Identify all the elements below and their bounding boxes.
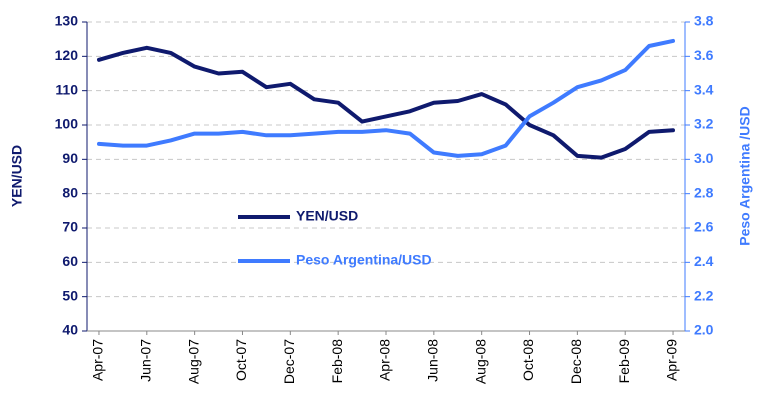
y2-axis-title: Peso Argentina /USD bbox=[737, 106, 753, 246]
x-tick-label: Aug-08 bbox=[472, 339, 488, 384]
legend-label: Peso Argentina/USD bbox=[296, 252, 432, 268]
y2-tick-label: 3.4 bbox=[694, 81, 714, 97]
x-tick-label: Apr-09 bbox=[664, 339, 680, 381]
x-tick-label: Jun-08 bbox=[425, 339, 441, 382]
line-series bbox=[97, 38, 675, 158]
y2-tick-label: 3.2 bbox=[694, 116, 714, 132]
x-tick-label: Apr-07 bbox=[90, 339, 106, 381]
y2-tick-label: 3.0 bbox=[694, 150, 714, 166]
y-tick-label: 60 bbox=[62, 253, 78, 269]
y-tick-label: 50 bbox=[62, 287, 78, 303]
x-tick-label: Dec-07 bbox=[281, 339, 297, 384]
y2-tick-label: 3.6 bbox=[694, 47, 714, 63]
y-tick-label: 80 bbox=[62, 184, 78, 200]
y2-tick-label: 2.0 bbox=[694, 322, 714, 338]
y-tick-label: 120 bbox=[55, 47, 79, 63]
x-tick-label: Aug-07 bbox=[185, 339, 201, 384]
y2-tick-label: 2.4 bbox=[694, 253, 714, 269]
line-series bbox=[97, 45, 675, 160]
y-axis-title: YEN/USD bbox=[9, 145, 25, 207]
x-tick-label: Feb-08 bbox=[329, 339, 345, 384]
y-tick-label: 70 bbox=[62, 219, 78, 235]
y-tick-label: 90 bbox=[62, 150, 78, 166]
x-tick-label: Jun-07 bbox=[138, 339, 154, 382]
x-tick-label: Apr-08 bbox=[377, 339, 393, 381]
y-tick-label: 130 bbox=[55, 13, 79, 29]
y2-tick-label: 2.6 bbox=[694, 219, 714, 235]
y-tick-label: 110 bbox=[55, 81, 78, 97]
x-tick-label: Oct-07 bbox=[233, 339, 249, 381]
y2-tick-label: 3.8 bbox=[694, 13, 714, 29]
x-tick-label: Oct-08 bbox=[520, 339, 536, 381]
y-tick-label: 100 bbox=[55, 116, 79, 132]
y2-tick-label: 2.8 bbox=[694, 184, 714, 200]
y-tick-label: 40 bbox=[62, 322, 78, 338]
legend-label: YEN/USD bbox=[296, 208, 358, 224]
y2-tick-label: 2.2 bbox=[694, 287, 714, 303]
x-tick-label: Feb-09 bbox=[616, 339, 632, 384]
x-tick-label: Dec-08 bbox=[568, 339, 584, 384]
